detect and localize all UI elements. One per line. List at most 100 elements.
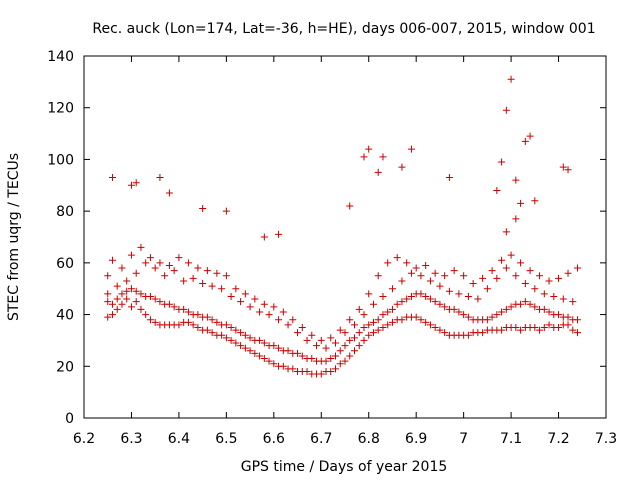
data-point [479,329,487,337]
y-tick-label: 140 [47,49,74,65]
data-point [161,272,169,280]
data-point [555,324,563,331]
data-point [517,300,525,308]
data-point [521,298,529,306]
data-point [270,360,278,368]
data-point [464,313,472,321]
data-point [284,321,292,329]
data-point [388,305,396,313]
data-point [237,329,245,337]
data-point [246,334,254,342]
data-point [350,347,358,355]
data-point [170,267,178,275]
data-point [531,285,539,293]
data-point [564,166,572,174]
data-point [369,318,377,326]
data-point [127,251,135,259]
data-point [479,274,487,282]
data-point [246,347,254,355]
data-point [270,303,278,311]
data-point [493,274,501,282]
data-point [232,285,240,293]
data-point [502,305,510,313]
data-point [151,318,159,326]
data-point [384,259,392,267]
data-point [374,272,382,280]
data-point [517,199,525,207]
chart-title: Rec. auck (Lon=174, Lat=-36, h=HE), days… [92,21,595,37]
data-point [436,326,444,334]
data-point [365,321,373,329]
data-point [526,132,534,140]
data-point [417,272,425,280]
data-point [118,264,126,272]
data-point [227,336,235,344]
data-point [360,153,368,161]
data-point [355,305,363,313]
data-point [127,285,135,293]
data-point [412,313,420,321]
data-point [526,300,534,308]
data-point [426,295,434,303]
data-point [218,331,226,339]
data-point [303,336,311,344]
data-point [545,277,553,285]
data-point [455,290,463,298]
x-tick-label: 6.2 [73,431,95,447]
data-point [555,311,563,319]
data-point [550,292,558,300]
data-point [346,202,354,210]
x-tick-label: 6.7 [310,431,332,447]
data-point [393,300,401,308]
data-point [279,362,287,370]
data-point [540,305,548,313]
data-point [445,174,453,182]
data-point [412,264,420,272]
data-point [369,329,377,337]
data-point [512,215,520,223]
data-point [327,355,335,363]
data-point [574,264,582,272]
data-point [379,324,387,331]
data-point [365,145,373,153]
data-point [213,318,221,326]
data-point [241,331,249,339]
data-point [569,326,577,334]
data-point [132,287,140,295]
data-point [203,326,211,334]
data-point [232,339,240,347]
data-point [137,305,145,313]
data-point [422,318,430,326]
data-point [275,316,283,324]
data-point [180,277,188,285]
data-point [265,357,273,365]
data-point [564,321,572,329]
y-tick-label: 100 [47,152,74,168]
plot-frame [83,55,607,419]
data-point [502,106,510,114]
data-point [483,285,491,293]
data-point [203,267,211,275]
data-point [493,186,501,194]
data-point [237,298,245,306]
data-point [441,272,449,280]
data-point [165,189,173,197]
data-point [332,339,340,347]
data-point [156,259,164,267]
data-point [189,321,197,329]
data-point [156,298,164,306]
data-point [355,329,363,337]
data-point [108,300,116,308]
data-point [132,179,140,187]
data-point [393,254,401,262]
data-point [403,295,411,303]
data-point [374,326,382,334]
data-point [407,269,415,277]
data-point [341,357,349,365]
data-point [441,303,449,311]
data-point [317,336,325,344]
data-point [265,311,273,319]
data-point [407,292,415,300]
data-point [260,233,268,241]
